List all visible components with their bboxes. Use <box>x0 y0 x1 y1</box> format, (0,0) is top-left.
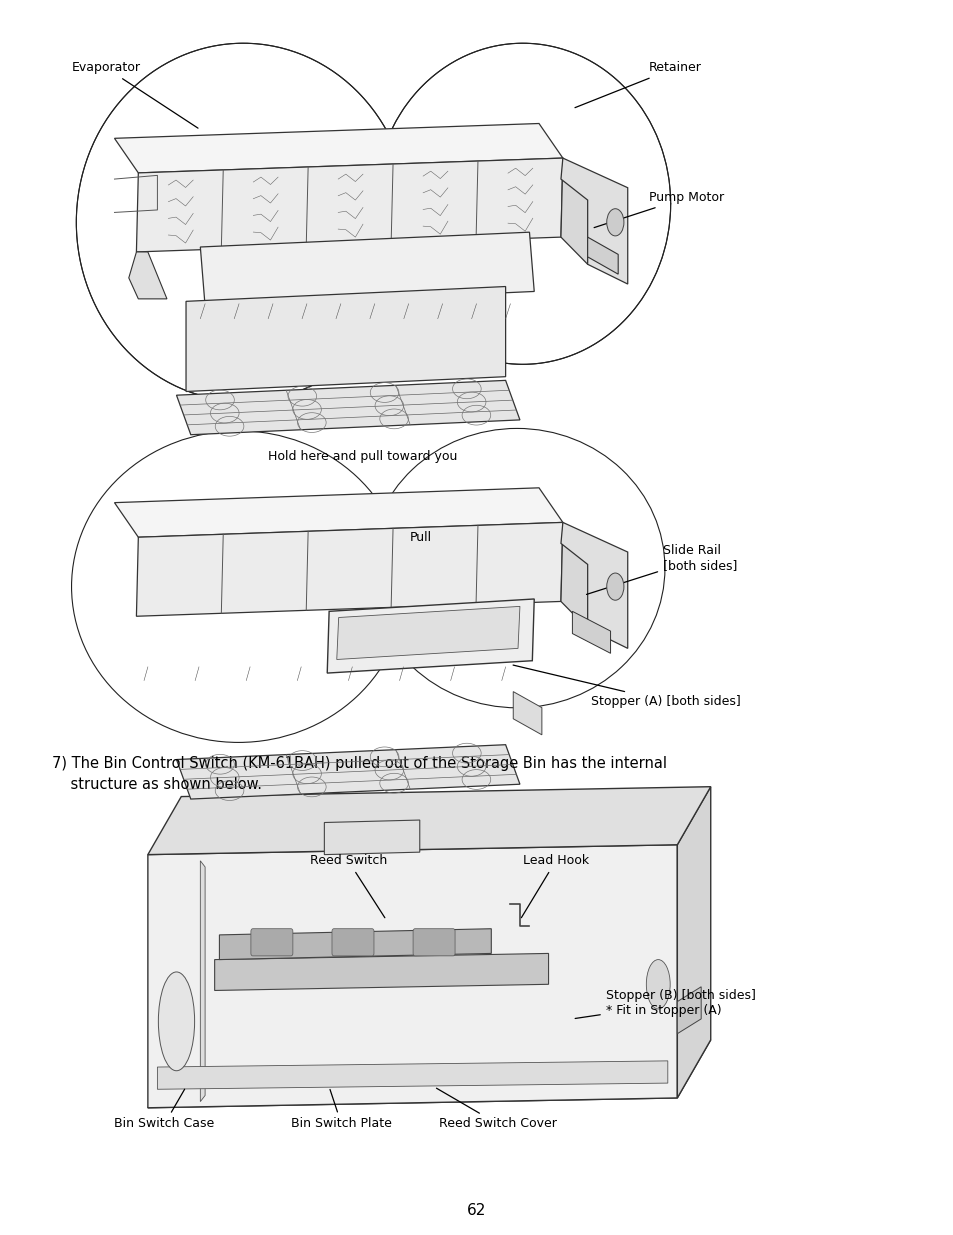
Polygon shape <box>136 522 562 616</box>
Polygon shape <box>513 692 541 735</box>
Polygon shape <box>148 845 677 1108</box>
Polygon shape <box>560 158 589 264</box>
FancyBboxPatch shape <box>251 929 293 956</box>
Polygon shape <box>157 1061 667 1089</box>
Polygon shape <box>677 787 710 1098</box>
Polygon shape <box>560 522 589 629</box>
Text: Lead Hook: Lead Hook <box>521 855 588 918</box>
Polygon shape <box>148 1040 710 1108</box>
Text: Reed Switch Cover: Reed Switch Cover <box>436 1088 557 1130</box>
Text: 7) The Bin Control Switch (KM-61BAH) pulled out of the Storage Bin has the inter: 7) The Bin Control Switch (KM-61BAH) pul… <box>52 756 667 792</box>
Polygon shape <box>587 237 618 274</box>
Ellipse shape <box>606 209 623 236</box>
Text: Reed Switch: Reed Switch <box>310 855 386 918</box>
Polygon shape <box>136 158 562 252</box>
Polygon shape <box>114 488 562 537</box>
Ellipse shape <box>646 960 669 1009</box>
Polygon shape <box>200 861 205 1102</box>
Text: Bin Switch Case: Bin Switch Case <box>114 1089 214 1130</box>
FancyBboxPatch shape <box>413 929 455 956</box>
Text: Bin Switch Plate: Bin Switch Plate <box>291 1089 392 1130</box>
Text: Pump Motor: Pump Motor <box>594 191 723 227</box>
Ellipse shape <box>71 431 405 742</box>
Polygon shape <box>114 124 562 173</box>
FancyBboxPatch shape <box>332 929 374 956</box>
Polygon shape <box>148 787 710 855</box>
Ellipse shape <box>158 972 194 1071</box>
Text: Hold here and pull toward you: Hold here and pull toward you <box>268 451 456 463</box>
Polygon shape <box>214 953 548 990</box>
Polygon shape <box>186 287 505 391</box>
Polygon shape <box>176 380 519 435</box>
Text: Stopper (A) [both sides]: Stopper (A) [both sides] <box>513 666 740 708</box>
Text: Stopper (B) [both sides]
* Fit in Stopper (A): Stopper (B) [both sides] * Fit in Stoppe… <box>575 989 755 1019</box>
Polygon shape <box>176 745 519 799</box>
Text: Retainer: Retainer <box>575 62 700 107</box>
Polygon shape <box>327 599 534 673</box>
Polygon shape <box>200 232 534 306</box>
Polygon shape <box>336 606 519 659</box>
Text: Pull: Pull <box>410 531 432 543</box>
Polygon shape <box>560 158 627 284</box>
Polygon shape <box>572 611 610 653</box>
Polygon shape <box>324 820 419 855</box>
Ellipse shape <box>76 43 410 401</box>
Ellipse shape <box>369 429 664 708</box>
Text: Slide Rail
[both sides]: Slide Rail [both sides] <box>586 545 737 594</box>
Polygon shape <box>129 252 167 299</box>
Polygon shape <box>219 929 491 960</box>
Ellipse shape <box>375 43 670 364</box>
Polygon shape <box>560 522 627 648</box>
Polygon shape <box>677 987 700 1034</box>
Text: Evaporator: Evaporator <box>71 62 198 128</box>
Ellipse shape <box>606 573 623 600</box>
Text: 62: 62 <box>467 1203 486 1218</box>
